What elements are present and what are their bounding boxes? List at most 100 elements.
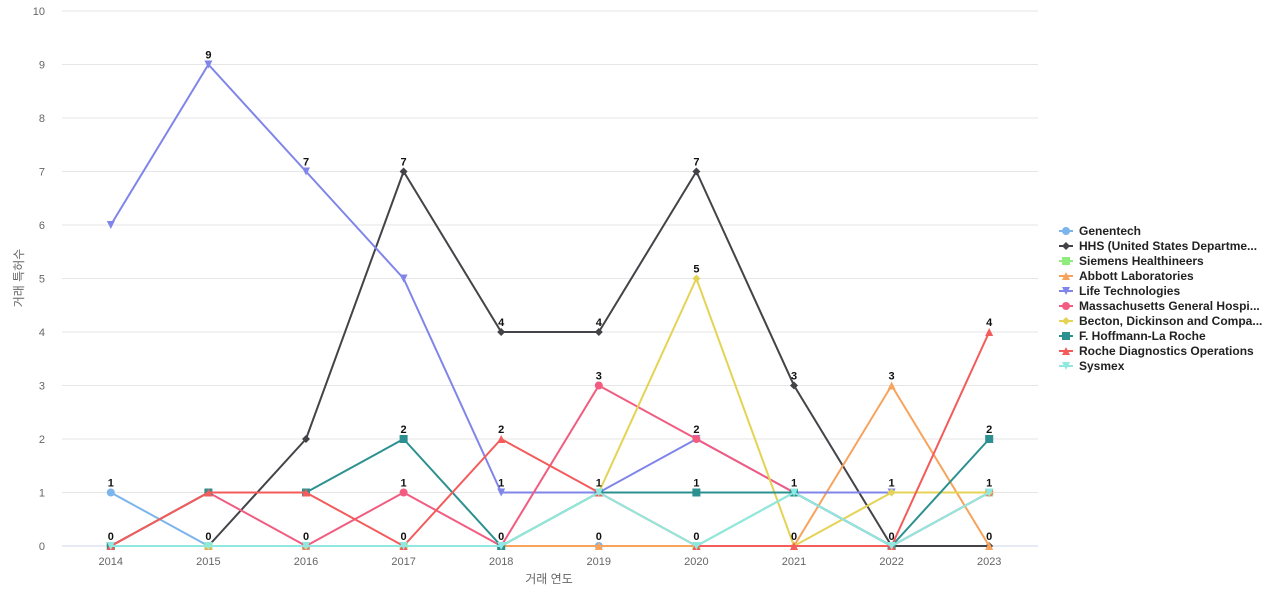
data-point[interactable] [204, 542, 213, 550]
data-point[interactable] [594, 542, 603, 550]
data-point[interactable] [399, 167, 408, 176]
data-point[interactable] [692, 488, 701, 497]
legend-label[interactable]: Genentech [1079, 224, 1141, 238]
legend-item[interactable]: Abbott Laboratories [1059, 269, 1194, 283]
x-tick-label: 2021 [782, 556, 806, 568]
x-tick-label: 2017 [391, 556, 415, 568]
data-point[interactable] [887, 542, 896, 550]
legend-label[interactable]: F. Hoffmann-La Roche [1079, 329, 1206, 343]
data-point[interactable] [692, 542, 701, 550]
legend-label[interactable]: Abbott Laboratories [1079, 269, 1194, 283]
data-point[interactable] [594, 488, 603, 497]
data-point[interactable] [399, 435, 408, 443]
data-point[interactable] [106, 542, 115, 550]
data-point[interactable] [204, 488, 213, 497]
data-label: 1 [596, 478, 602, 490]
data-point[interactable] [692, 435, 701, 443]
legend-marker[interactable] [1062, 302, 1070, 310]
x-axis-title: 거래 연도 [525, 572, 573, 586]
data-point[interactable] [497, 328, 506, 336]
data-point[interactable] [497, 542, 506, 550]
data-point[interactable] [985, 488, 994, 497]
y-tick-label: 2 [39, 434, 45, 446]
data-point[interactable] [399, 274, 408, 283]
data-label: 4 [986, 317, 993, 329]
data-point[interactable] [985, 435, 994, 443]
data-point[interactable] [594, 381, 603, 390]
data-point[interactable] [302, 488, 310, 497]
data-point[interactable] [106, 221, 115, 229]
data-point[interactable] [985, 328, 994, 336]
legend-item[interactable]: Siemens Healthineers [1059, 254, 1204, 268]
legend-label[interactable]: Becton, Dickinson and Compa... [1079, 314, 1262, 328]
legend-marker[interactable] [1062, 317, 1070, 325]
legend-label[interactable]: Massachusetts General Hospi... [1079, 299, 1260, 313]
legend-item[interactable]: Genentech [1059, 224, 1141, 238]
data-label: 5 [693, 264, 699, 276]
x-tick-label: 2023 [977, 556, 1001, 568]
data-label: 1 [693, 478, 699, 490]
series-10[interactable] [106, 488, 994, 551]
y-tick-label: 0 [39, 541, 45, 553]
data-point[interactable] [790, 542, 798, 550]
series-line[interactable] [109, 277, 991, 547]
legend-marker[interactable] [1062, 362, 1070, 370]
legend-label[interactable]: Life Technologies [1079, 284, 1180, 298]
y-tick-label: 6 [39, 220, 45, 232]
legend-marker[interactable] [1062, 332, 1070, 340]
data-point[interactable] [887, 488, 896, 497]
series-line[interactable] [109, 63, 991, 494]
data-point[interactable] [204, 60, 213, 69]
data-point[interactable] [399, 488, 408, 497]
data-point[interactable] [594, 328, 603, 336]
data-point[interactable] [302, 435, 310, 443]
y-tick-label: 8 [39, 113, 45, 125]
legend-marker[interactable] [1062, 287, 1070, 295]
series-line[interactable] [109, 331, 991, 547]
data-point[interactable] [692, 274, 701, 283]
data-point[interactable] [985, 542, 994, 550]
data-point[interactable] [790, 488, 798, 497]
data-point[interactable] [887, 381, 896, 390]
data-label: 7 [693, 157, 699, 169]
legend-label[interactable]: HHS (United States Departme... [1079, 239, 1257, 253]
legend-item[interactable]: Roche Diagnostics Operations [1059, 344, 1254, 358]
y-tick-label: 1 [39, 488, 45, 500]
y-tick-label: 4 [39, 327, 45, 339]
y-tick-label: 10 [33, 6, 45, 18]
data-label: 4 [498, 317, 505, 329]
legend-marker[interactable] [1062, 272, 1070, 280]
data-point[interactable] [302, 542, 310, 550]
data-point[interactable] [692, 167, 701, 176]
legend-item[interactable]: F. Hoffmann-La Roche [1059, 329, 1206, 343]
legend-item[interactable]: Massachusetts General Hospi... [1059, 299, 1260, 313]
legend-item[interactable]: HHS (United States Departme... [1059, 239, 1257, 253]
legend-item[interactable]: Sysmex [1059, 359, 1125, 373]
series-line[interactable] [109, 170, 991, 547]
data-label: 0 [693, 531, 699, 543]
data-point[interactable] [790, 381, 798, 390]
legend-item[interactable]: Life Technologies [1059, 284, 1180, 298]
legend-label[interactable]: Roche Diagnostics Operations [1079, 344, 1254, 358]
data-point[interactable] [497, 435, 506, 443]
legend-marker[interactable] [1062, 227, 1070, 235]
y-tick-label: 7 [39, 167, 45, 179]
data-point[interactable] [497, 488, 506, 497]
data-label: 2 [401, 424, 407, 436]
legend-label[interactable]: Sysmex [1079, 359, 1125, 373]
legend-marker[interactable] [1062, 257, 1070, 265]
data-point[interactable] [399, 542, 408, 550]
data-label: 2 [693, 424, 699, 436]
data-label: 7 [303, 157, 309, 169]
legend-item[interactable]: Becton, Dickinson and Compa... [1059, 314, 1262, 328]
data-point[interactable] [106, 488, 115, 497]
series-line[interactable] [109, 491, 991, 547]
legend-marker[interactable] [1062, 242, 1070, 250]
legend-marker[interactable] [1062, 347, 1070, 355]
data-point[interactable] [302, 167, 310, 176]
data-label: 0 [596, 531, 602, 543]
legend-label[interactable]: Siemens Healthineers [1079, 254, 1204, 268]
